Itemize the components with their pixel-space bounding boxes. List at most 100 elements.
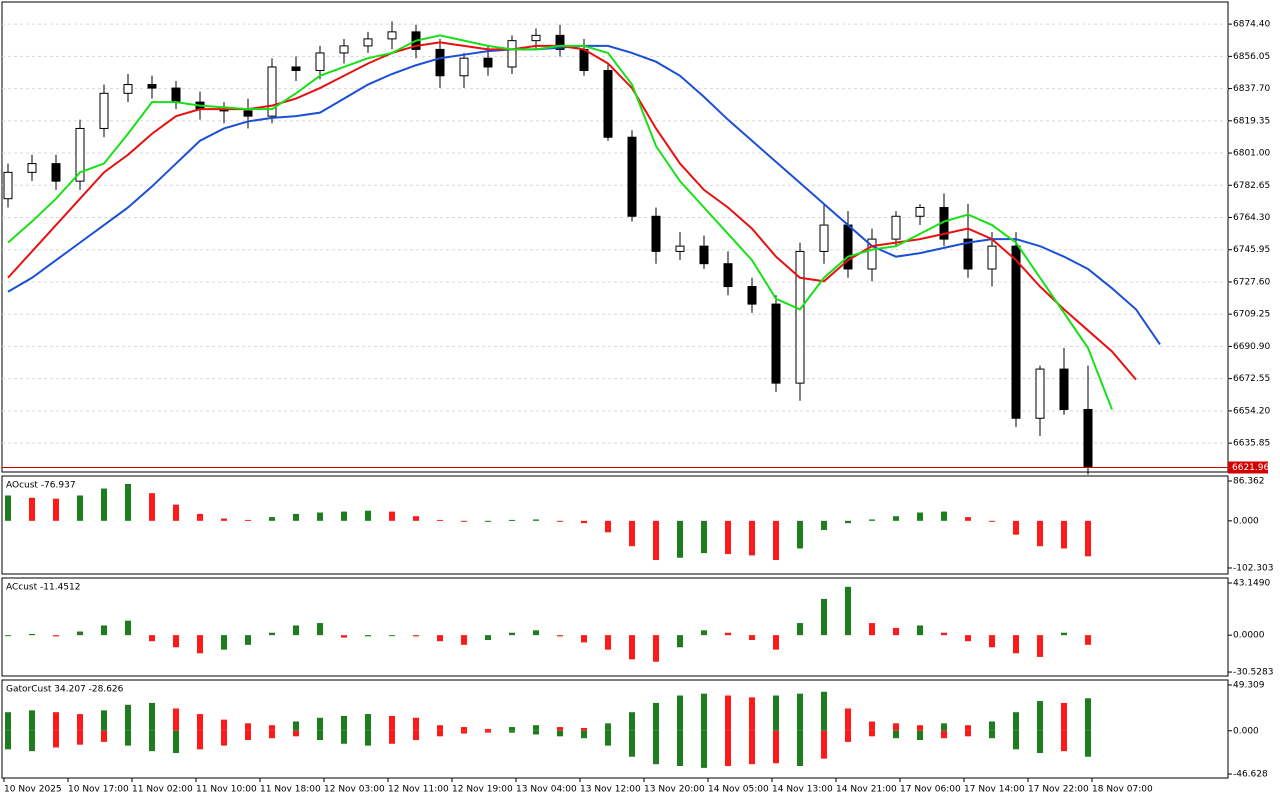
- candle-body: [579, 48, 589, 71]
- gator-bar: [389, 715, 395, 731]
- gator-bar: [581, 727, 587, 731]
- gator-bar: [77, 714, 83, 731]
- histogram-bar: [149, 493, 155, 521]
- gator-bar: [173, 730, 179, 754]
- candle-body: [1035, 368, 1045, 419]
- gator-bar: [413, 717, 419, 731]
- candle-body: [363, 38, 373, 47]
- gator-bar: [1013, 730, 1019, 750]
- gator-bar: [77, 730, 83, 745]
- histogram-bar: [629, 635, 635, 660]
- histogram-bar: [893, 516, 899, 521]
- candle-body: [3, 171, 13, 200]
- panel-frame: [1, 577, 1229, 677]
- histogram-bar: [677, 635, 683, 648]
- gator-bar: [29, 710, 35, 731]
- y-tick-label: -30.5283: [1233, 668, 1273, 678]
- gator-bar: [101, 730, 107, 742]
- candle-body: [675, 245, 685, 252]
- histogram-bar: [1037, 520, 1043, 547]
- histogram-bar: [677, 520, 683, 558]
- histogram-bar: [1061, 520, 1067, 549]
- gator-bar: [701, 730, 707, 768]
- time-label: 13 Nov 12:00: [580, 785, 641, 795]
- y-tick-label: 6745.95: [1233, 245, 1270, 255]
- gator-bar: [245, 730, 251, 741]
- time-label: 11 Nov 18:00: [260, 785, 321, 795]
- histogram-bar: [317, 512, 323, 521]
- histogram-bar: [893, 627, 899, 636]
- gator-bar: [917, 730, 923, 741]
- candle-body: [963, 238, 973, 270]
- y-tick-label: 6654.20: [1233, 406, 1270, 416]
- gator-bar: [677, 695, 683, 731]
- gator-bar: [293, 730, 299, 737]
- y-tick-label: 6801.00: [1233, 149, 1270, 159]
- y-tick-label: 6727.60: [1233, 277, 1270, 287]
- histogram-bar: [53, 635, 59, 637]
- gator-bar: [101, 710, 107, 731]
- histogram-bar: [269, 517, 275, 521]
- histogram-bar: [869, 519, 875, 521]
- time-label: 14 Nov 21:00: [836, 785, 897, 795]
- candle-body: [123, 84, 133, 94]
- histogram-bar: [101, 488, 107, 521]
- candle-body: [699, 245, 709, 265]
- panel-frame: [1, 475, 1229, 575]
- gator-bar: [773, 695, 779, 731]
- histogram-bar: [1085, 635, 1091, 645]
- histogram-bar: [341, 635, 347, 638]
- histogram-bar: [821, 520, 827, 531]
- histogram-bar: [221, 518, 227, 521]
- candle-body: [75, 127, 85, 182]
- gator-bar: [5, 730, 11, 750]
- gator-bar: [461, 727, 467, 731]
- histogram-bar: [749, 520, 755, 556]
- gator-bar: [773, 730, 779, 764]
- histogram-bar: [773, 635, 779, 650]
- histogram-bar: [605, 520, 611, 533]
- histogram-bar: [269, 632, 275, 636]
- gator-bar: [581, 730, 587, 739]
- y-tick-label: 6837.70: [1233, 84, 1270, 94]
- gator-bar: [845, 730, 851, 742]
- candle-body: [747, 286, 757, 305]
- histogram-bar: [437, 635, 443, 642]
- gator-bar: [221, 719, 227, 731]
- y-tick-label: 0.000: [1233, 726, 1259, 736]
- gator-bar: [653, 702, 659, 731]
- gator-bar: [173, 708, 179, 731]
- gator-bar: [245, 723, 251, 731]
- panel-frame: [1, 679, 1229, 779]
- gator-bar: [533, 730, 539, 735]
- alligator-line: [7, 34, 1113, 410]
- time-label: 13 Nov 20:00: [644, 785, 705, 795]
- histogram-bar: [965, 635, 971, 642]
- gator-bar: [701, 693, 707, 731]
- histogram-bar: [797, 623, 803, 636]
- histogram-bar: [221, 635, 227, 650]
- histogram-bar: [149, 635, 155, 642]
- histogram-bar: [389, 511, 395, 521]
- candle-body: [315, 52, 325, 71]
- candle-body: [795, 250, 805, 384]
- candle-body: [651, 215, 661, 252]
- y-tick-label: 6874.40: [1233, 20, 1270, 30]
- histogram-bar: [653, 520, 659, 561]
- histogram-bar: [1061, 632, 1067, 636]
- histogram-bar: [629, 520, 635, 547]
- histogram-bar: [101, 625, 107, 636]
- candle-body: [267, 66, 277, 117]
- gator-bar: [797, 693, 803, 731]
- gator-bar: [149, 730, 155, 752]
- candle-body: [627, 136, 637, 217]
- candle-body: [723, 263, 733, 288]
- gator-bar: [53, 712, 59, 731]
- histogram-bar: [125, 483, 131, 521]
- candle-body: [867, 238, 877, 270]
- gator-bar: [269, 730, 275, 739]
- histogram-bar: [701, 520, 707, 554]
- histogram-bar: [557, 520, 563, 522]
- gator-bar: [605, 730, 611, 746]
- histogram-bar: [29, 633, 35, 636]
